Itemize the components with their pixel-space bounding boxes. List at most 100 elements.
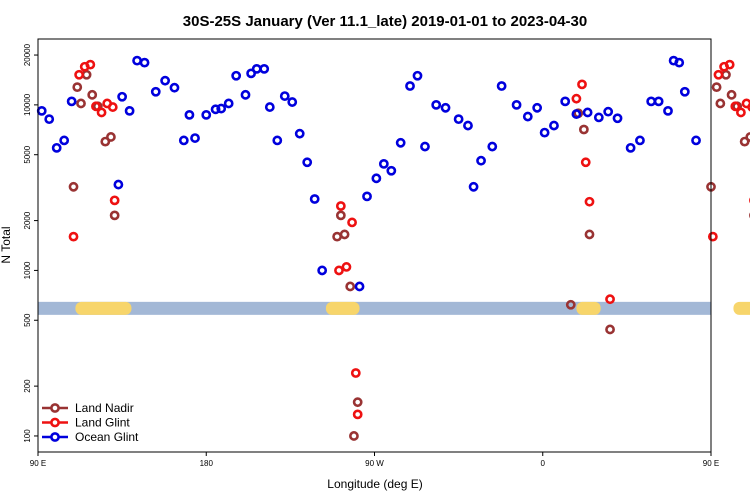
data-point bbox=[736, 107, 746, 118]
data-point bbox=[347, 217, 357, 228]
y-axis-label: N Total bbox=[0, 226, 13, 263]
data-point bbox=[582, 107, 593, 118]
data-point bbox=[259, 63, 270, 74]
data-point bbox=[85, 59, 96, 70]
data-point bbox=[635, 135, 645, 146]
data-point bbox=[431, 99, 442, 110]
data-point bbox=[354, 281, 365, 292]
data-point bbox=[463, 120, 473, 131]
legend-label: Ocean Glint bbox=[75, 430, 139, 444]
data-point bbox=[496, 81, 507, 91]
data-point bbox=[91, 101, 101, 112]
data-point bbox=[691, 135, 701, 146]
data-point bbox=[593, 112, 604, 123]
data-point bbox=[246, 68, 257, 79]
data-point bbox=[453, 114, 464, 125]
data-point bbox=[335, 201, 346, 211]
data-point bbox=[539, 127, 550, 138]
data-point bbox=[109, 210, 120, 221]
data-point bbox=[87, 89, 98, 100]
data-point bbox=[724, 59, 735, 70]
data-point bbox=[124, 105, 135, 116]
data-point bbox=[571, 93, 582, 104]
data-point bbox=[405, 81, 415, 91]
data-point bbox=[68, 181, 79, 192]
data-point bbox=[178, 135, 189, 146]
data-point bbox=[59, 135, 70, 146]
legend-label: Land Glint bbox=[75, 416, 130, 430]
legend-marker bbox=[50, 417, 60, 428]
data-point bbox=[190, 133, 200, 143]
data-point bbox=[549, 120, 559, 131]
y-axis: 100 200 500 1000 2000 5000 10000 20000 bbox=[23, 43, 38, 443]
data-point bbox=[612, 113, 623, 124]
data-point bbox=[739, 136, 750, 147]
data-point bbox=[109, 195, 120, 206]
data-point bbox=[378, 158, 389, 169]
data-point bbox=[350, 368, 361, 378]
x-axis: 90 E 180 90 W 0 90 E bbox=[30, 452, 719, 468]
y-tick-label: 500 bbox=[23, 313, 32, 327]
land-segment bbox=[576, 301, 601, 315]
data-point bbox=[412, 70, 423, 81]
data-point bbox=[107, 102, 118, 112]
y-tick-label: 100 bbox=[23, 429, 32, 443]
data-point bbox=[184, 109, 195, 120]
data-point bbox=[96, 107, 107, 118]
data-point bbox=[584, 196, 595, 207]
data-point bbox=[309, 194, 320, 204]
data-point bbox=[106, 132, 116, 142]
y-tick-label: 5000 bbox=[23, 145, 32, 163]
chart-title: 30S-25S January (Ver 11.1_late) 2019-01-… bbox=[183, 13, 587, 30]
data-point bbox=[240, 89, 251, 100]
legend-marker bbox=[50, 403, 60, 413]
data-point bbox=[476, 155, 486, 166]
x-tick-label: 180 bbox=[200, 459, 214, 468]
legend-marker bbox=[50, 432, 60, 442]
data-point bbox=[287, 97, 298, 107]
x-tick-label: 90 E bbox=[703, 459, 719, 468]
data-point bbox=[726, 89, 737, 100]
data-point bbox=[625, 142, 636, 153]
data-point bbox=[522, 111, 533, 122]
data-point bbox=[279, 91, 290, 101]
data-point bbox=[231, 70, 242, 81]
data-point bbox=[395, 137, 406, 148]
data-point bbox=[66, 96, 77, 107]
y-tick-label: 200 bbox=[23, 379, 32, 393]
data-point bbox=[747, 102, 750, 112]
data-point bbox=[674, 57, 685, 68]
data-point bbox=[76, 98, 86, 109]
series-ocean-glint bbox=[36, 55, 701, 292]
data-point bbox=[210, 104, 221, 115]
data-point bbox=[349, 431, 359, 441]
data-point bbox=[605, 324, 615, 335]
data-point bbox=[713, 69, 724, 80]
land-segment bbox=[733, 301, 750, 315]
y-tick-label: 10000 bbox=[23, 93, 32, 116]
data-point bbox=[345, 281, 356, 292]
y-tick-label: 20000 bbox=[23, 43, 32, 66]
land-segment bbox=[325, 301, 360, 315]
data-point bbox=[44, 114, 55, 125]
data-point bbox=[420, 141, 430, 152]
data-point bbox=[577, 79, 587, 90]
data-point bbox=[371, 173, 382, 184]
data-point bbox=[72, 82, 83, 93]
land-ocean-band bbox=[38, 301, 750, 315]
ocean-band bbox=[38, 301, 711, 315]
x-axis-label: Longitude (deg E) bbox=[327, 477, 422, 491]
data-point bbox=[216, 103, 227, 114]
data-point bbox=[707, 231, 718, 242]
data-point bbox=[339, 229, 350, 240]
data-point bbox=[605, 294, 615, 305]
data-point bbox=[511, 99, 522, 110]
data-point bbox=[317, 265, 328, 276]
data-point bbox=[468, 181, 479, 192]
data-point bbox=[352, 409, 363, 420]
data-point bbox=[730, 101, 741, 112]
data-point bbox=[201, 109, 212, 120]
y-tick-label: 2000 bbox=[23, 211, 32, 229]
data-point bbox=[100, 136, 111, 147]
data-point bbox=[223, 98, 234, 109]
